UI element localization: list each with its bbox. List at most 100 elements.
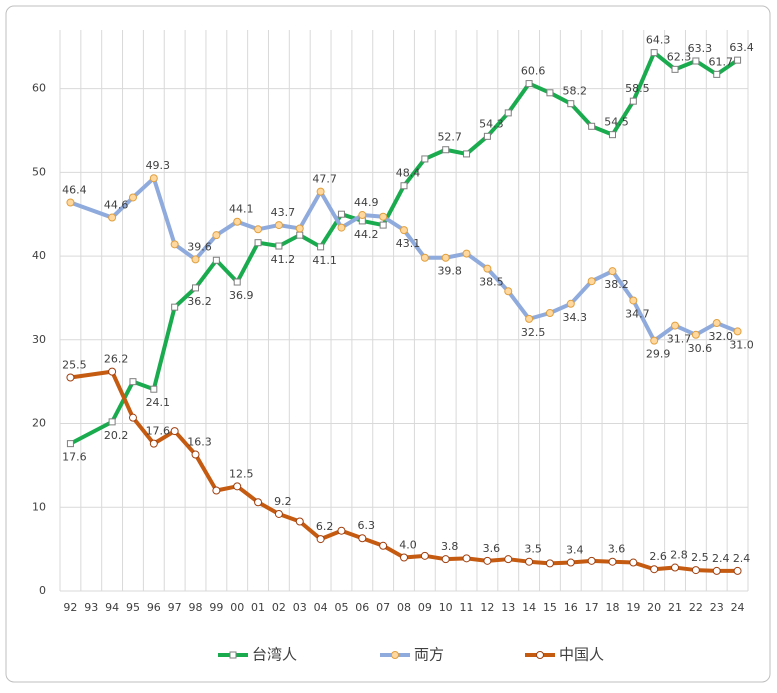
x-tick-label: 99 [209,601,223,614]
marker [129,378,137,386]
x-tick-label: 95 [126,601,140,614]
marker [442,146,450,154]
data-label: 44.2 [354,228,379,241]
data-label: 3.8 [441,540,459,553]
marker [66,440,74,448]
data-label: 47.7 [312,173,337,186]
x-tick-label: 97 [168,601,182,614]
data-label: 41.1 [312,254,337,267]
data-label: 31.0 [729,338,754,351]
data-label: 36.2 [187,295,212,308]
chart-frame [5,5,771,683]
data-label: 30.6 [688,342,713,355]
marker [192,284,200,292]
legend-label: 中国人 [559,646,604,664]
marker [650,49,658,57]
data-label: 29.9 [646,348,671,361]
data-label: 38.5 [479,276,504,289]
marker [150,385,158,393]
data-label: 26.2 [104,353,129,366]
data-label: 17.6 [62,451,87,464]
marker [420,551,429,560]
data-label: 32.0 [708,330,733,343]
marker [212,256,220,264]
marker [671,563,680,572]
marker [441,555,450,564]
data-label: 2.5 [691,551,709,564]
marker [525,314,534,323]
marker [629,558,638,567]
legend-marker [229,651,237,659]
x-tick-label: 96 [147,601,161,614]
data-label: 2.8 [670,549,688,562]
data-label: 24.1 [146,396,171,409]
data-label: 16.3 [187,436,212,449]
marker [462,249,471,258]
marker [254,225,263,234]
x-tick-label: 17 [585,601,599,614]
y-tick-label: 60 [32,82,46,95]
marker [337,526,346,535]
data-label: 3.6 [608,543,626,556]
data-label: 3.4 [566,544,584,557]
data-label: 54.3 [479,117,504,130]
marker [379,541,388,550]
marker [421,155,429,163]
marker [66,198,75,207]
marker [483,264,492,273]
x-tick-label: 15 [543,601,557,614]
marker [275,242,283,250]
marker [692,57,700,65]
marker [463,150,471,158]
series-line [69,50,739,446]
data-label: 2.4 [733,552,751,565]
marker [650,565,659,574]
marker [358,211,367,220]
marker [295,224,304,233]
x-tick-label: 21 [668,601,682,614]
marker [713,70,721,78]
data-label: 44.6 [104,199,129,212]
data-label: 2.4 [712,552,730,565]
x-tick-label: 02 [272,601,286,614]
x-tick-label: 18 [605,601,619,614]
x-tick-label: 10 [439,601,453,614]
marker [441,253,450,262]
marker [274,221,283,230]
marker [712,319,721,328]
data-label: 43.7 [271,206,296,219]
data-label: 63.3 [688,42,713,55]
x-tick-label: 05 [334,601,348,614]
data-label: 38.2 [604,278,629,291]
marker [629,296,638,305]
data-label: 52.7 [437,131,462,144]
data-label: 36.9 [229,289,254,302]
x-tick-label: 04 [314,601,328,614]
data-label: 32.5 [521,326,546,339]
legend-marker [391,651,399,659]
x-tick-label: 14 [522,601,536,614]
marker [629,97,637,105]
legend-label: 両方 [414,646,444,664]
marker [254,498,263,507]
marker [379,212,388,221]
y-tick-label: 10 [32,500,46,513]
x-tick-label: 20 [647,601,661,614]
data-label: 39.6 [187,240,212,253]
x-tick-label: 98 [189,601,203,614]
data-label: 49.3 [146,159,171,172]
data-label: 17.6 [146,425,171,438]
marker [420,253,429,262]
data-label: 44.9 [354,196,379,209]
marker [545,309,554,318]
marker [212,486,221,495]
marker [691,330,700,339]
x-tick-label: 00 [230,601,244,614]
marker [608,557,617,566]
y-tick-label: 30 [32,333,46,346]
data-label: 20.2 [104,429,129,442]
marker [191,255,200,264]
marker [358,534,367,543]
marker [587,277,596,286]
